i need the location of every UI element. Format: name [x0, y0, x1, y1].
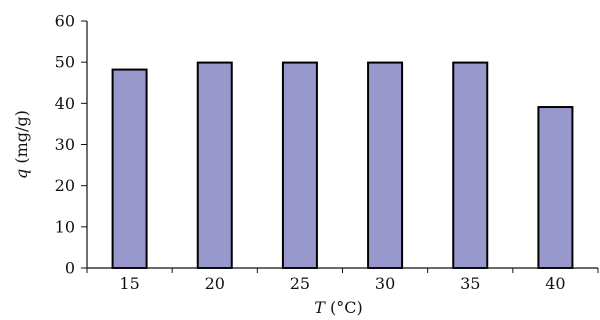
y-ticks: 0 10 20 30 40 50 60	[55, 12, 87, 278]
bar	[452, 61, 489, 269]
x-tick-label: 35	[460, 274, 480, 293]
y-tick-label: 0	[65, 259, 75, 278]
x-tick-label: 15	[119, 274, 139, 293]
y-tick-label: 30	[55, 135, 75, 154]
x-tick-label: 20	[205, 274, 225, 293]
x-ticks: 15 20 25 30 35 40	[86, 268, 599, 293]
y-axis-unit: (mg/g)	[12, 110, 31, 169]
bar	[281, 61, 318, 269]
bar	[537, 106, 574, 269]
x-tick-label: 40	[545, 274, 565, 293]
y-tick-label: 20	[55, 176, 75, 195]
bar	[367, 61, 404, 269]
x-axis-unit: (°C)	[325, 298, 363, 317]
y-tick-label: 10	[55, 217, 75, 236]
y-tick-label: 60	[55, 12, 75, 31]
x-axis-label: T (°C)	[314, 298, 362, 317]
bar	[111, 68, 148, 270]
y-tick-label: 40	[55, 94, 75, 113]
bar	[196, 61, 233, 269]
y-axis-variable: q	[12, 169, 31, 179]
bars	[111, 61, 574, 270]
y-tick-label: 50	[55, 53, 75, 72]
x-tick-label: 25	[290, 274, 310, 293]
x-tick-label: 30	[375, 274, 395, 293]
x-axis-variable: T	[314, 298, 326, 317]
y-axis-label: q (mg/g)	[12, 110, 31, 179]
